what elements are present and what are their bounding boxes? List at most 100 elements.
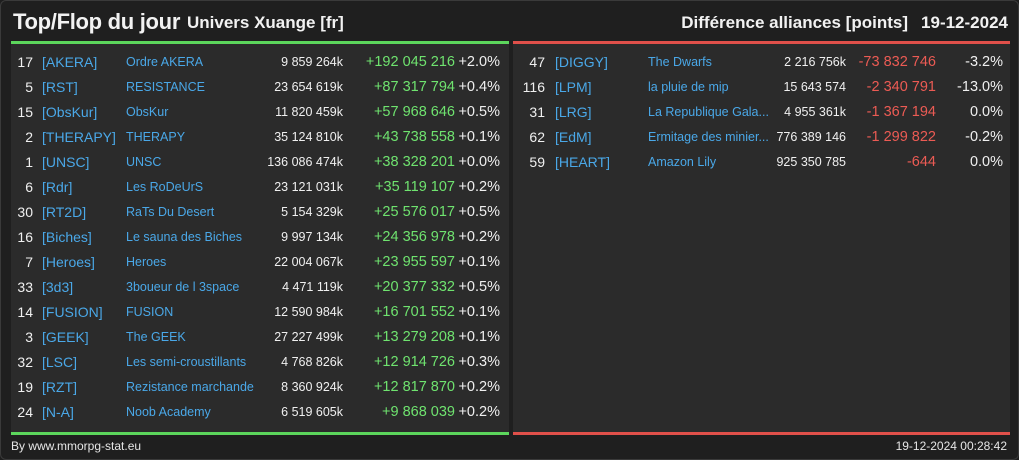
percent-cell: +0.3% [458, 354, 500, 370]
table-row: 3 [GEEK] The GEEK 27 227 499k +13 279 208 +0.… [11, 325, 509, 350]
alliance-tag-link[interactable]: [N-A] [42, 404, 74, 420]
points-cell: 6 519 605k [281, 405, 343, 419]
percent-cell: -3.2% [965, 54, 1003, 70]
alliance-name-link[interactable]: 3boueur de l 3space [126, 280, 240, 294]
alliance-tag-link[interactable]: [3d3] [42, 279, 74, 295]
alliance-tag-link[interactable]: [RZT] [42, 379, 77, 395]
alliance-name-link[interactable]: Amazon Lily [648, 155, 717, 169]
percent-cell: -13.0% [957, 79, 1003, 95]
rank-cell: 7 [25, 254, 33, 270]
diff-cell: -2 340 791 [866, 79, 936, 95]
universe-subtitle: Univers Xuange [fr] [187, 13, 344, 32]
rank-cell: 1 [25, 154, 33, 170]
alliance-name-link[interactable]: la pluie de mip [648, 80, 729, 94]
diff-cell: +38 328 201 [373, 154, 455, 170]
diff-cell: +43 738 558 [373, 129, 455, 145]
alliance-tag-link[interactable]: [DIGGY] [555, 54, 608, 70]
points-cell: 12 590 984k [274, 305, 343, 319]
diff-cell: +87 317 794 [373, 79, 455, 95]
alliance-name-link[interactable]: La Republique Gala... [648, 105, 769, 119]
percent-cell: +0.1% [458, 304, 500, 320]
alliance-name-link[interactable]: The Dwarfs [648, 55, 712, 69]
table-row: 47 [DIGGY] The Dwarfs 2 216 756k -73 832 746… [513, 50, 1010, 75]
table-row: 14 [FUSION] FUSION 12 590 984k +16 701 552 +0… [11, 300, 509, 325]
alliance-name-link[interactable]: Les RoDeUrS [126, 180, 204, 194]
rank-cell: 59 [529, 154, 545, 170]
diff-cell: +35 119 107 [375, 179, 455, 195]
alliance-tag-link[interactable]: [Biches] [42, 229, 92, 245]
alliance-tag-link[interactable]: [EdM] [555, 129, 592, 145]
alliance-name-link[interactable]: Heroes [126, 255, 167, 269]
alliance-tag-link[interactable]: [AKERA] [42, 54, 98, 70]
alliance-name-link[interactable]: THERAPY [126, 130, 186, 144]
alliance-tag-link[interactable]: [Heroes] [42, 254, 95, 270]
percent-cell: +0.5% [458, 204, 500, 220]
table-row: 17 [AKERA] Ordre AKERA 9 859 264k +192 045 2… [11, 50, 509, 75]
percent-cell: +2.0% [458, 54, 500, 70]
alliance-name-link[interactable]: RESISTANCE [126, 80, 205, 94]
percent-cell: +0.2% [458, 179, 500, 195]
points-cell: 4 768 826k [281, 355, 343, 369]
rank-cell: 30 [17, 204, 33, 220]
alliance-name-link[interactable]: Le sauna des Biches [126, 230, 243, 244]
alliance-name-link[interactable]: ObsKur [126, 105, 169, 119]
alliance-tag-link[interactable]: [UNSC] [42, 154, 90, 170]
rank-cell: 19 [17, 379, 33, 395]
source-link[interactable]: By www.mmorpg-stat.eu [11, 439, 142, 453]
alliance-name-link[interactable]: Noob Academy [126, 405, 211, 419]
rank-cell: 17 [17, 54, 33, 70]
table-row: 24 [N-A] Noob Academy 6 519 605k +9 868 039 +… [11, 400, 509, 425]
points-cell: 2 216 756k [784, 55, 846, 69]
alliance-name-link[interactable]: The GEEK [126, 330, 186, 344]
alliance-tag-link[interactable]: [RT2D] [42, 204, 87, 220]
diff-cell: +12 914 726 [373, 354, 455, 370]
alliance-tag-link[interactable]: [RST] [42, 79, 78, 95]
alliance-name-link[interactable]: RaTs Du Desert [126, 205, 215, 219]
points-cell: 27 227 499k [274, 330, 343, 344]
points-cell: 5 154 329k [281, 205, 343, 219]
alliance-tag-link[interactable]: [ObsKur] [42, 104, 98, 120]
percent-cell: +0.2% [458, 404, 500, 420]
rank-cell: 15 [17, 104, 33, 120]
table-row: 19 [RZT] Rezistance marchande 8 360 924k +12… [11, 375, 509, 400]
alliance-tag-link[interactable]: [THERAPY] [42, 129, 116, 145]
alliance-name-link[interactable]: UNSC [126, 155, 162, 169]
alliance-name-link[interactable]: Rezistance marchande [126, 380, 254, 394]
diff-cell: +24 356 978 [373, 229, 455, 245]
points-cell: 15 643 574 [783, 80, 846, 94]
diff-cell: +192 045 216 [365, 54, 455, 70]
alliance-tag-link[interactable]: [LPM] [555, 79, 592, 95]
points-cell: 9 859 264k [281, 55, 343, 69]
alliance-name-link[interactable]: Les semi-croustillants [126, 355, 247, 369]
percent-cell: -0.2% [965, 129, 1003, 145]
footer-timestamp: 19-12-2024 00:28:42 [895, 439, 1007, 453]
alliance-name-link[interactable]: Ordre AKERA [126, 55, 204, 69]
table-row: 5 [RST] RESISTANCE 23 654 619k +87 317 794 +0… [11, 75, 509, 100]
alliance-tag-link[interactable]: [GEEK] [42, 329, 89, 345]
rank-cell: 31 [529, 104, 545, 120]
table-row: 116 [LPM] la pluie de mip 15 643 574 -2 340 … [513, 75, 1010, 100]
points-cell: 4 955 361k [784, 105, 846, 119]
alliance-name-link[interactable]: Ermitage des minier... [648, 130, 769, 144]
diff-cell: +20 377 332 [373, 279, 455, 295]
alliance-tag-link[interactable]: [LRG] [555, 104, 592, 120]
alliance-tag-link[interactable]: [FUSION] [42, 304, 103, 320]
alliance-tag-link[interactable]: [HEART] [555, 154, 610, 170]
percent-cell: +0.2% [458, 379, 500, 395]
table-row: 30 [RT2D] RaTs Du Desert 5 154 329k +25 576 … [11, 200, 509, 225]
diff-cell: +12 817 870 [373, 379, 455, 395]
rank-cell: 5 [25, 79, 33, 95]
points-cell: 11 820 459k [275, 105, 343, 119]
table-row: 1 [UNSC] UNSC 136 086 474k +38 328 201 +0.0% [11, 150, 509, 175]
diff-cell: +25 576 017 [373, 204, 455, 220]
points-cell: 776 389 146 [776, 130, 846, 144]
alliance-name-link[interactable]: FUSION [126, 305, 174, 319]
diff-cell: +23 955 597 [373, 254, 455, 270]
percent-cell: +0.0% [458, 154, 500, 170]
points-cell: 35 124 810k [274, 130, 343, 144]
points-cell: 925 350 785 [776, 155, 846, 169]
alliance-tag-link[interactable]: [Rdr] [42, 179, 73, 195]
alliance-tag-link[interactable]: [LSC] [42, 354, 78, 370]
table-row: 6 [Rdr] Les RoDeUrS 23 121 031k +35 119 107 +… [11, 175, 509, 200]
